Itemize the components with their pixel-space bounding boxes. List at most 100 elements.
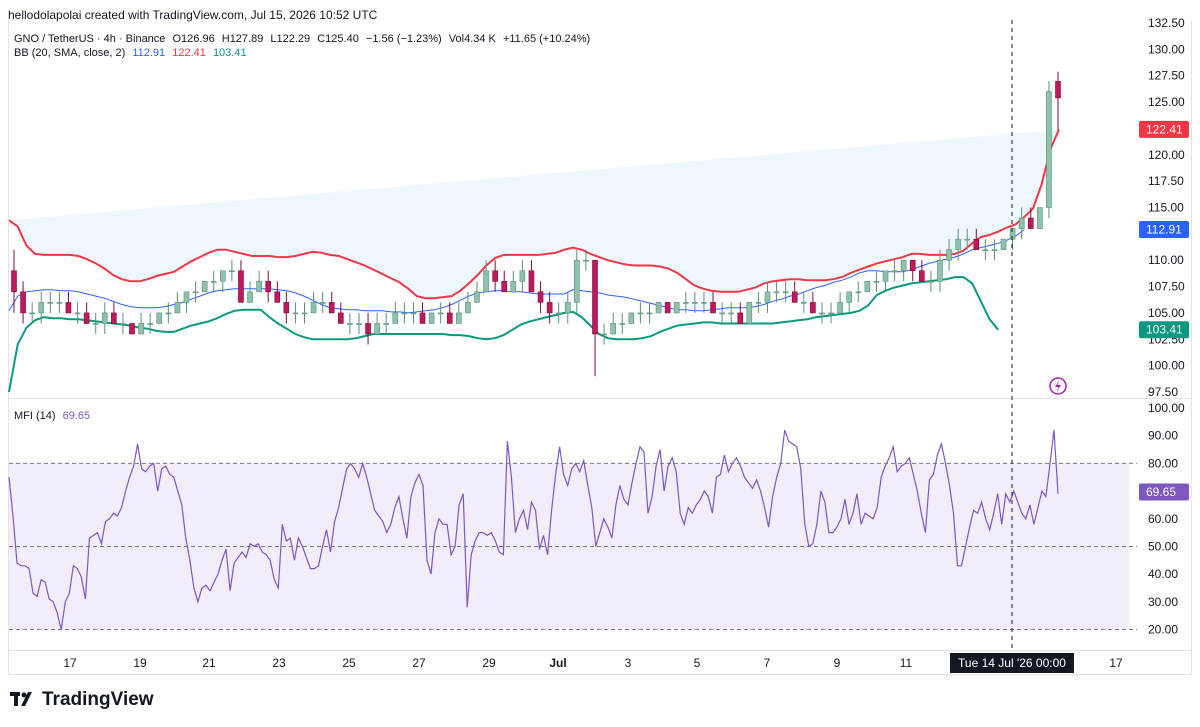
candle-body: [982, 249, 989, 251]
candle-body: [528, 270, 535, 293]
candle-body: [837, 302, 843, 314]
tradingview-logo[interactable]: TradingView: [10, 689, 154, 711]
candle-body: [192, 291, 199, 294]
price-tick-label: 117.50: [1148, 174, 1184, 188]
candle-body: [83, 312, 90, 324]
candle: [955, 228, 961, 261]
price-tick-label: 97.50: [1148, 385, 1178, 399]
candle-body: [446, 312, 453, 324]
mfi-tick-label: 40.00: [1148, 567, 1178, 581]
candle-body: [755, 302, 762, 304]
candle-body: [383, 323, 390, 325]
candle-body: [701, 302, 707, 304]
candle: [1018, 207, 1025, 240]
price-tick-label: 120.00: [1148, 148, 1185, 162]
crosshair-time-bg: [950, 653, 1074, 673]
candle: [129, 323, 135, 335]
brand-name: TradingView: [42, 689, 154, 710]
candle-body: [1000, 238, 1007, 250]
candle: [946, 239, 952, 271]
candle: [991, 239, 998, 261]
mfi-tick-label: 100.00: [1148, 401, 1185, 415]
candle-body: [1046, 91, 1052, 208]
candle: [65, 291, 72, 314]
candle-body: [973, 238, 980, 250]
candle-body: [1037, 207, 1043, 229]
candle-body: [610, 323, 616, 335]
candle-body: [92, 323, 99, 325]
candle-body: [964, 238, 971, 241]
price-tick-label: 130.00: [1148, 42, 1185, 56]
candle: [1000, 238, 1007, 250]
bb-upper-line: [8, 129, 1060, 300]
candle: [465, 291, 471, 314]
candle: [601, 323, 607, 345]
candle-body: [65, 302, 72, 314]
candle: [29, 302, 35, 324]
candle-body: [147, 323, 153, 325]
candle-body: [655, 302, 662, 314]
candle: [873, 270, 880, 292]
bb-label: BB (20, SMA, close, 2): [14, 47, 126, 59]
candle: [174, 291, 181, 314]
candle-body: [29, 312, 35, 315]
candle: [819, 302, 825, 324]
price-axis: 132.50 130.00 127.50 125.00 120.00 117.50 115.…: [1139, 16, 1189, 637]
candle: [229, 260, 235, 282]
candle: [810, 291, 816, 314]
candle: [737, 302, 744, 324]
close-value: C125.40: [317, 33, 359, 45]
time-tick-label: 23: [272, 656, 286, 670]
candle: [356, 312, 362, 335]
candle-body: [229, 270, 235, 273]
candle-body: [619, 323, 626, 325]
candle-body: [183, 291, 190, 303]
candle-body: [882, 270, 889, 282]
candle: [38, 291, 45, 324]
candle: [274, 281, 281, 303]
candle-body: [392, 312, 399, 324]
bb-lower-badge-text: 103.41: [1146, 323, 1183, 337]
candle-body: [474, 291, 480, 303]
candle: [900, 259, 907, 282]
candle: [120, 312, 126, 335]
candle: [401, 302, 408, 324]
candle-body: [801, 302, 807, 304]
candle: [555, 302, 562, 324]
candle-body: [991, 249, 998, 251]
candle-body: [628, 312, 635, 324]
candle: [782, 281, 789, 303]
price-tick-label: 107.50: [1148, 280, 1185, 294]
candle-body: [828, 312, 834, 315]
candle-body: [855, 291, 862, 294]
candle: [283, 291, 290, 324]
candle: [192, 281, 199, 303]
candle: [1037, 207, 1043, 229]
candle: [265, 270, 271, 303]
candle-body: [437, 312, 444, 315]
candle-body: [428, 312, 435, 324]
candle-body: [646, 312, 653, 315]
candle: [719, 302, 725, 324]
candle-body: [247, 291, 253, 303]
candle-body: [1009, 228, 1016, 240]
candle-body: [719, 312, 725, 315]
candle: [801, 291, 807, 313]
mfi-badge: 69.65: [1139, 483, 1189, 501]
mfi-line: [8, 429, 1059, 630]
candle: [1009, 228, 1016, 250]
candle: [755, 291, 762, 313]
candle-body: [120, 323, 126, 325]
candle: [365, 312, 371, 345]
candle-body: [909, 259, 916, 272]
volume-value: Vol4.34 K: [448, 33, 496, 45]
candle-body: [347, 323, 353, 325]
candle-body: [374, 323, 380, 335]
candle: [764, 281, 771, 313]
bb-basis-badge: 112.91: [1139, 221, 1189, 239]
time-axis: 17 19 21 23 25 27 29 Jul 3 5 7 9 11 17: [63, 656, 1123, 670]
candle-body: [637, 312, 644, 315]
lightning-icon-bolt: [1055, 380, 1061, 392]
candle-body: [764, 291, 771, 303]
